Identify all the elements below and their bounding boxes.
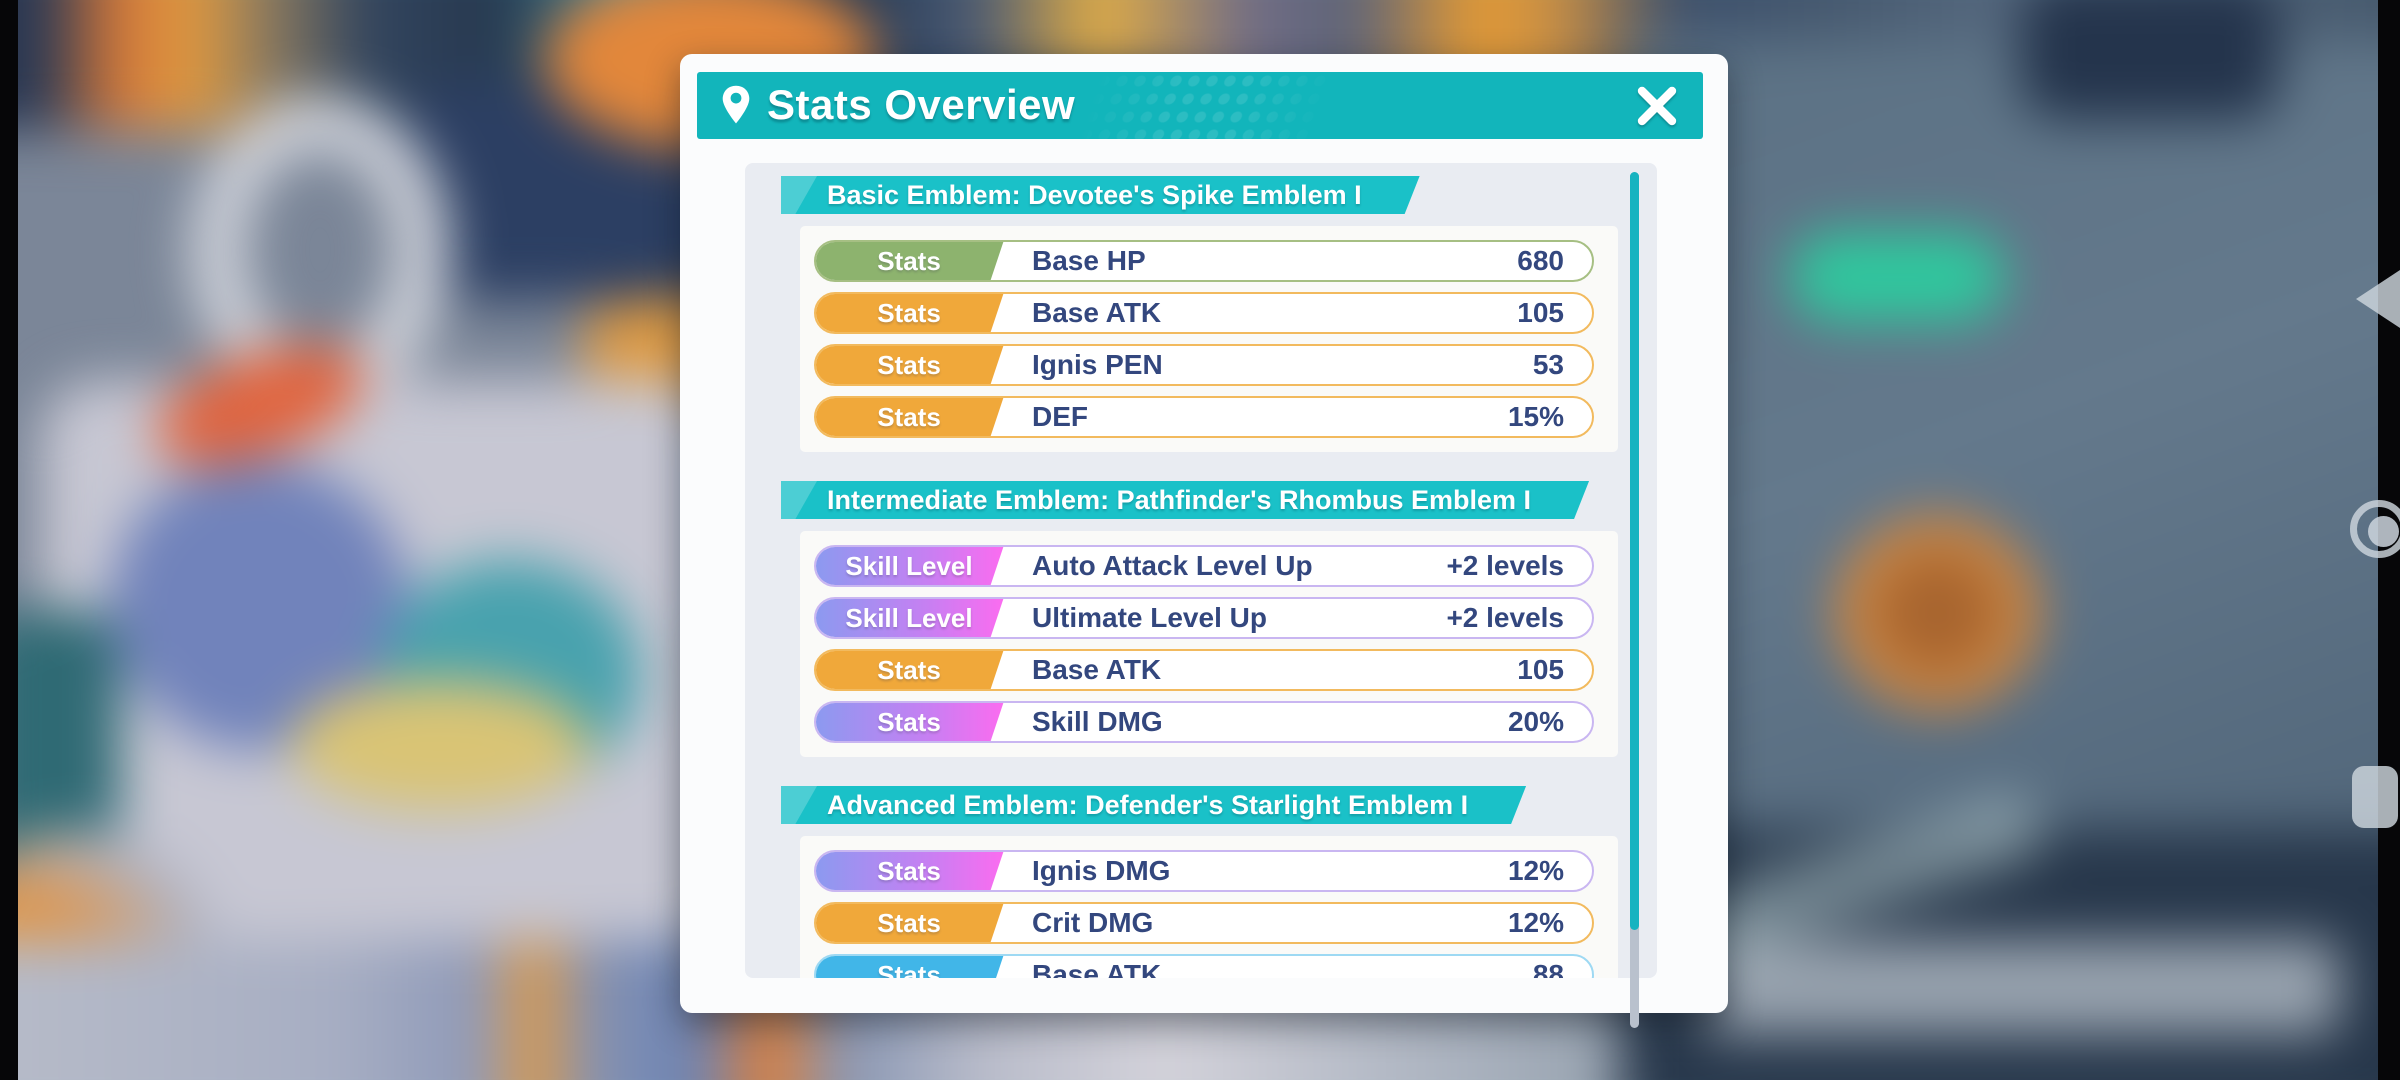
stat-row: Stats Ignis DMG 12% (814, 850, 1594, 892)
stat-label: Base ATK (1032, 654, 1162, 685)
close-icon (1637, 86, 1677, 126)
stat-badge: Stats (814, 701, 1004, 743)
stat-label: Base HP (1032, 245, 1146, 276)
dialog-title: Stats Overview (767, 81, 1076, 128)
stat-value: 680 (1517, 245, 1564, 276)
stat-badge: Stats (814, 240, 1004, 282)
stat-row: Stats Skill DMG 20% (814, 701, 1594, 743)
stat-badge: Stats (814, 649, 1004, 691)
stat-row: Stats Crit DMG 12% (814, 902, 1594, 944)
close-button[interactable] (1633, 82, 1681, 130)
section-card: Stats Base HP 680 Stats Base ATK 105 Sta… (800, 226, 1618, 452)
bg-blob (1630, 40, 2400, 900)
section-card: Stats Ignis DMG 12% Stats Crit DMG 12% S… (800, 836, 1618, 978)
section-card: Skill Level Auto Attack Level Up +2 leve… (800, 531, 1618, 757)
stat-row: Stats DEF 15% (814, 396, 1594, 438)
stat-value: 105 (1517, 654, 1564, 685)
stat-badge: Skill Level (814, 597, 1004, 639)
stat-row: Stats Base HP 680 (814, 240, 1594, 282)
stat-badge: Stats (814, 954, 1004, 978)
stat-value: 20% (1507, 706, 1564, 737)
bg-blob (1700, 940, 2340, 1035)
stat-badge: Stats (814, 902, 1004, 944)
stat-value: +2 levels (1446, 550, 1564, 581)
stat-value: 12% (1507, 907, 1564, 938)
screen-bezel-left (0, 0, 18, 1080)
stats-overview-dialog: Stats Overview Basic Emblem: Devotee's S… (680, 54, 1728, 1028)
blurred-coin-center (1872, 550, 2002, 675)
bg-blob (290, 680, 590, 810)
stat-badge: Skill Level (814, 545, 1004, 587)
stat-label: DEF (1032, 401, 1088, 432)
stat-row: Skill Level Auto Attack Level Up +2 leve… (814, 545, 1594, 587)
android-home-dot (2368, 516, 2399, 547)
stat-label: Skill DMG (1032, 706, 1163, 737)
scrollbar-track (1630, 172, 1639, 1028)
stat-row: Stats Base ATK 105 (814, 649, 1594, 691)
stat-badge: Stats (814, 396, 1004, 438)
blurred-green-button (1790, 232, 2005, 322)
stat-label: Ultimate Level Up (1032, 602, 1267, 633)
stat-badge: Stats (814, 344, 1004, 386)
stat-value: +2 levels (1446, 602, 1564, 633)
section-banner: Advanced Emblem: Defender's Starlight Em… (781, 786, 1526, 824)
section-banner: Basic Emblem: Devotee's Spike Emblem I (781, 176, 1420, 214)
stat-label: Base ATK (1032, 959, 1162, 978)
stat-row: Skill Level Ultimate Level Up +2 levels (814, 597, 1594, 639)
android-recents-icon[interactable] (2352, 766, 2398, 828)
stat-value: 105 (1517, 297, 1564, 328)
stat-label: Auto Attack Level Up (1032, 550, 1313, 581)
section-banner: Intermediate Emblem: Pathfinder's Rhombu… (781, 481, 1589, 519)
stat-value: 88 (1532, 959, 1564, 978)
dialog-header: Stats Overview (697, 72, 1703, 139)
halftone-pattern (1076, 72, 1338, 139)
stat-row: Stats Ignis PEN 53 (814, 344, 1594, 386)
stat-value: 12% (1507, 855, 1564, 886)
location-pin-icon (722, 85, 750, 124)
stats-scroll-area[interactable]: Basic Emblem: Devotee's Spike Emblem I S… (745, 163, 1657, 978)
android-home-icon[interactable] (2350, 500, 2400, 558)
stat-row: Stats Base ATK 105 (814, 292, 1594, 334)
scrollbar-thumb[interactable] (1630, 172, 1639, 930)
stat-label: Ignis PEN (1032, 349, 1163, 380)
stat-label: Base ATK (1032, 297, 1162, 328)
stat-badge: Stats (814, 850, 1004, 892)
stat-value: 15% (1507, 401, 1564, 432)
stat-label: Ignis DMG (1032, 855, 1171, 886)
stat-label: Crit DMG (1032, 907, 1154, 938)
stat-value: 53 (1532, 349, 1564, 380)
bg-blob (2020, 0, 2280, 120)
stat-badge: Stats (814, 292, 1004, 334)
stat-row: Stats Base ATK 88 (814, 954, 1594, 978)
